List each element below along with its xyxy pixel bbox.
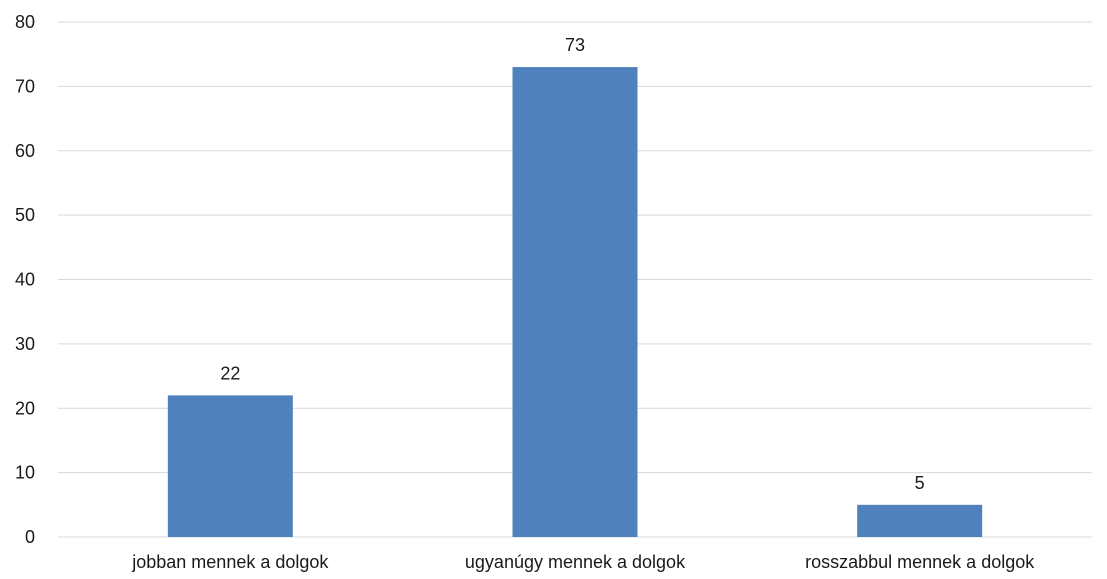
category-label-1: jobban mennek a dolgok xyxy=(131,552,329,572)
category-label-2: ugyanúgy mennek a dolgok xyxy=(465,552,686,572)
data-label-3: 5 xyxy=(915,473,925,493)
data-label-2: 73 xyxy=(565,35,585,55)
x-axis-category-labels: jobban mennek a dolgok ugyanúgy mennek a … xyxy=(131,552,1035,572)
y-tick-label: 80 xyxy=(15,12,35,32)
category-label-3: rosszabbul mennek a dolgok xyxy=(805,552,1035,572)
y-tick-label: 20 xyxy=(15,398,35,418)
y-tick-label: 10 xyxy=(15,463,35,483)
y-tick-label: 0 xyxy=(25,527,35,547)
bar-2 xyxy=(512,67,638,537)
y-tick-label: 40 xyxy=(15,270,35,290)
y-tick-label: 30 xyxy=(15,334,35,354)
y-tick-label: 60 xyxy=(15,141,35,161)
data-label-1: 22 xyxy=(220,363,240,383)
y-tick-label: 50 xyxy=(15,205,35,225)
bar-1 xyxy=(167,395,293,537)
data-labels: 22 73 5 xyxy=(220,35,924,493)
y-tick-label: 70 xyxy=(15,76,35,96)
y-axis-tick-labels: 0 10 20 30 40 50 60 70 80 xyxy=(15,12,35,547)
bar-3 xyxy=(857,504,983,537)
bars xyxy=(167,67,983,537)
